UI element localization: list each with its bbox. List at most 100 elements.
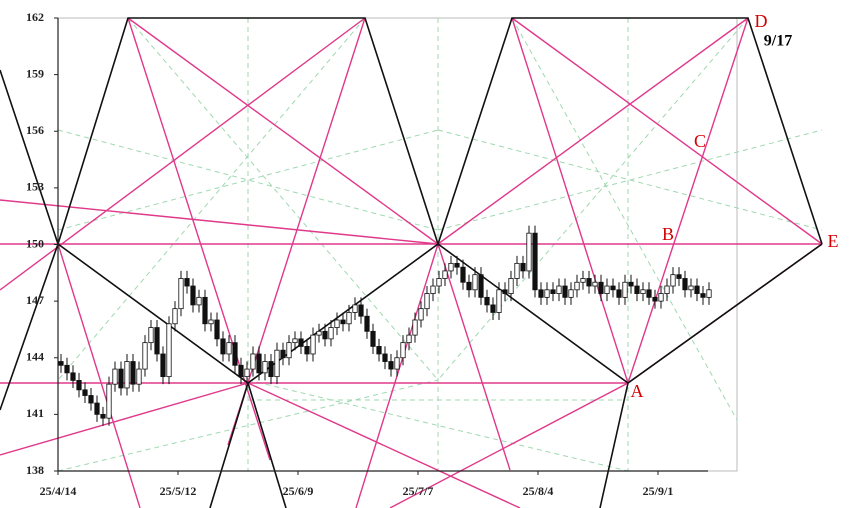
- candle-body: [202, 296, 208, 325]
- candle-body: [406, 334, 412, 344]
- candle-body: [568, 289, 574, 298]
- candle-body: [82, 389, 88, 396]
- candle-body: [370, 330, 376, 347]
- y-tick-label: 141: [26, 406, 44, 420]
- black-line: [0, 17, 823, 247]
- geometry-dashed: [57, 17, 823, 472]
- candle-body: [574, 281, 580, 291]
- candle-body: [382, 353, 388, 362]
- candle-body: [628, 281, 634, 287]
- candle-body: [148, 327, 154, 344]
- y-tick-label: 156: [26, 123, 44, 137]
- pink-line: [57, 243, 141, 508]
- black-line: [599, 382, 629, 508]
- candle-body: [598, 281, 604, 294]
- candle-body: [604, 285, 610, 294]
- candle-body: [172, 308, 178, 325]
- candle-body: [376, 346, 382, 355]
- candle-body: [682, 278, 688, 291]
- black-line: [0, 243, 59, 411]
- black-line: [209, 382, 249, 508]
- y-tick-label: 147: [26, 293, 44, 307]
- candle-body: [220, 338, 226, 355]
- candle-body: [508, 278, 514, 294]
- candle-body: [466, 281, 472, 291]
- candle-body: [490, 304, 496, 313]
- guide: [437, 129, 823, 231]
- candle-body: [64, 364, 70, 374]
- guide: [511, 17, 738, 421]
- candle-body: [706, 289, 712, 298]
- geometry-pink: [0, 17, 823, 508]
- candle-body: [472, 274, 478, 291]
- candle-body: [304, 346, 310, 355]
- guide: [57, 17, 366, 381]
- y-tick-label: 153: [26, 180, 44, 194]
- candle-body: [340, 319, 346, 325]
- candle-body: [142, 342, 148, 370]
- pink-line: [227, 17, 366, 446]
- candle-body: [700, 293, 706, 298]
- date-note: 9/17: [764, 33, 792, 50]
- candle-body: [436, 278, 442, 287]
- pink-line: [0, 17, 366, 291]
- candle-body: [538, 289, 544, 298]
- candle-body: [652, 296, 658, 302]
- candle-body: [646, 289, 652, 298]
- candle-body: [358, 304, 364, 317]
- candle-body: [166, 323, 172, 378]
- candle-body: [418, 308, 424, 321]
- candle-body: [322, 330, 328, 340]
- point-label: A: [631, 381, 644, 401]
- candle-body: [676, 274, 682, 279]
- candle-body: [454, 262, 460, 268]
- candle-body: [190, 285, 196, 306]
- candle-body: [58, 361, 64, 366]
- pink-line: [247, 382, 521, 508]
- point-label: C: [694, 131, 706, 151]
- candle-body: [106, 383, 112, 419]
- candle-body: [118, 368, 124, 389]
- y-tick-label: 144: [26, 350, 44, 364]
- point-label: B: [662, 224, 674, 244]
- candle-body: [178, 278, 184, 310]
- candle-body: [316, 330, 322, 336]
- candle-body: [586, 278, 592, 287]
- candle-body: [460, 266, 466, 283]
- candle-body: [400, 342, 406, 359]
- candle-body: [496, 289, 502, 313]
- candle-body: [664, 285, 670, 294]
- candle-body: [526, 232, 532, 272]
- candle-body: [640, 289, 646, 294]
- candle-body: [256, 353, 262, 374]
- candle-body: [424, 293, 430, 310]
- guide: [247, 379, 629, 472]
- point-label: D: [755, 11, 768, 31]
- candle-body: [520, 262, 526, 272]
- candle-body: [292, 338, 298, 344]
- x-tick-label: 25/4/14: [40, 484, 77, 498]
- candle-body: [214, 319, 220, 340]
- black-line: [247, 382, 287, 508]
- candle-body: [238, 364, 244, 378]
- candle-body: [556, 285, 562, 294]
- guide: [57, 129, 439, 231]
- candle-body: [136, 368, 142, 385]
- candle-body: [394, 357, 400, 370]
- pink-line: [0, 199, 439, 245]
- candle-body: [388, 361, 394, 370]
- candle-body: [634, 285, 640, 294]
- candle-body: [592, 281, 598, 287]
- candle-body: [412, 319, 418, 336]
- pink-line: [389, 382, 629, 508]
- candle-body: [580, 278, 586, 283]
- candle-body: [442, 270, 448, 279]
- candle-body: [286, 342, 292, 359]
- candle-body: [298, 338, 304, 347]
- candle-body: [130, 361, 136, 385]
- pink-line: [127, 17, 271, 461]
- y-tick-label: 138: [26, 463, 44, 477]
- candle-body: [196, 296, 202, 306]
- pink-line: [511, 17, 823, 245]
- candle-body: [208, 319, 214, 325]
